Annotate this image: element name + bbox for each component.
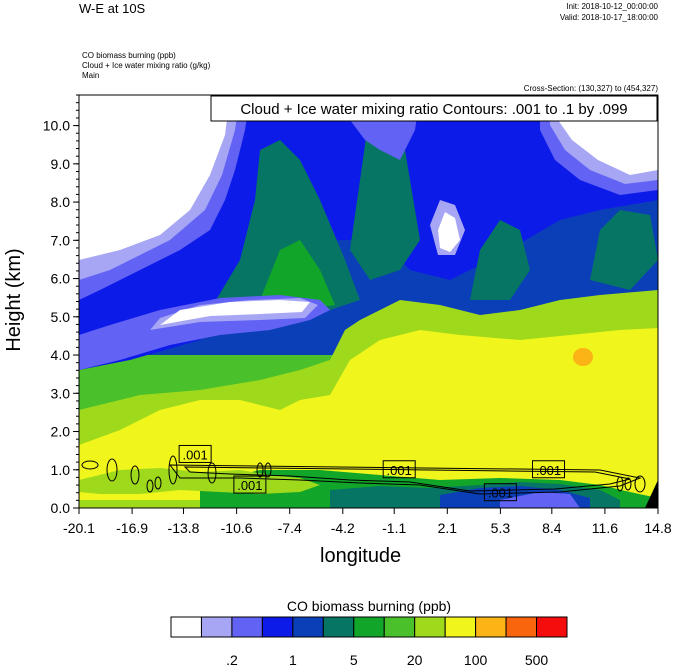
x-tick-label: -7.4 bbox=[278, 520, 302, 536]
colorbar-swatch bbox=[383, 616, 416, 638]
contour-label: .001 bbox=[182, 447, 207, 462]
colorbar-swatch bbox=[292, 616, 324, 638]
y-tick-label: 3.0 bbox=[51, 385, 71, 401]
plot-title: W-E at 10S bbox=[79, 1, 146, 16]
y-axis-label: Height (km) bbox=[3, 248, 25, 351]
contour-info-box bbox=[210, 95, 658, 122]
colorbar-swatch bbox=[444, 616, 477, 638]
filled-contours bbox=[79, 95, 658, 508]
x-tick-label: -13.8 bbox=[168, 520, 200, 536]
colorbar-tick-label: 100 bbox=[464, 652, 488, 667]
contour-label-box bbox=[382, 460, 416, 479]
x-tick-label: 5.3 bbox=[491, 520, 511, 536]
y-tick-label: 5.0 bbox=[51, 309, 71, 325]
cross-section-label: Cross-Section: (130,327) to (454,327) bbox=[523, 84, 658, 93]
y-tick-label: 2.0 bbox=[51, 424, 71, 440]
x-tick-label: -10.6 bbox=[221, 520, 253, 536]
field-label-co: CO biomass burning (ppb) bbox=[82, 51, 176, 60]
cloud-contour-lines bbox=[81, 455, 646, 495]
contour-label: .001 bbox=[536, 463, 561, 478]
contour-label-box bbox=[233, 475, 267, 494]
x-tick-label: -4.2 bbox=[331, 520, 355, 536]
colorbar-tick-label: .2 bbox=[226, 652, 238, 667]
colorbar-swatch bbox=[170, 616, 202, 638]
x-tick-label: 14.8 bbox=[644, 520, 671, 536]
x-tick-label: -20.1 bbox=[63, 520, 95, 536]
colorbar-tick-label: 5 bbox=[350, 652, 358, 667]
contour-info-text: Cloud + Ice water mixing ratio Contours:… bbox=[240, 101, 627, 118]
contour-label-box bbox=[178, 444, 212, 463]
x-tick-label: 8.4 bbox=[542, 520, 562, 536]
y-tick-label: 4.0 bbox=[51, 347, 71, 363]
contour-label-group: .001 .001 .001 .001 .001 bbox=[178, 444, 566, 502]
y-tick-label: 6.0 bbox=[51, 271, 71, 287]
valid-time: Valid: 2018-10-17_18:00:00 bbox=[559, 13, 658, 22]
x-axis: -20.1 -16.9 -13.8 -10.6 -7.4 -4.2 -1.1 2.1 5.3 8.… bbox=[63, 508, 672, 536]
colorbar-swatch bbox=[505, 616, 538, 638]
y-tick-label: 8.0 bbox=[51, 194, 71, 210]
contour-label-box bbox=[532, 460, 566, 479]
contour-label: .001 bbox=[237, 478, 262, 493]
colorbar-swatch bbox=[261, 616, 294, 638]
contour-label-box bbox=[483, 483, 517, 502]
colorbar-tick-label: 20 bbox=[407, 652, 423, 667]
colorbar-label: CO biomass burning (ppb) bbox=[287, 598, 451, 614]
x-tick-label: 11.6 bbox=[592, 520, 618, 536]
x-axis-label: longitude bbox=[320, 545, 401, 567]
colorbar-tick-label: 500 bbox=[525, 652, 549, 667]
colorbar-swatch bbox=[414, 616, 446, 638]
x-tick-label: -1.1 bbox=[382, 520, 406, 536]
colorbar: .2 1 5 20 100 500 bbox=[170, 616, 568, 667]
y-axis: 0.0 1.0 2.0 3.0 4.0 5.0 6.0 7.0 8.0 9.0 10.0 bbox=[43, 94, 79, 516]
x-tick-label: 2.1 bbox=[438, 520, 458, 536]
y-tick-label: 7.0 bbox=[51, 232, 71, 248]
contour-label: .001 bbox=[387, 463, 412, 478]
field-label-main: Main bbox=[82, 71, 100, 80]
x-tick-label: -16.9 bbox=[116, 520, 148, 536]
field-label-cloud: Cloud + Ice water mixing ratio (g/kg) bbox=[82, 61, 211, 70]
y-tick-label: 9.0 bbox=[51, 156, 71, 172]
y-tick-label: 10.0 bbox=[43, 118, 70, 134]
colorbar-swatch bbox=[322, 616, 355, 638]
init-time: Init: 2018-10-12_00:00:00 bbox=[566, 2, 658, 11]
colorbar-swatch bbox=[536, 616, 568, 638]
colorbar-tick-label: 1 bbox=[289, 652, 297, 667]
colorbar-swatch bbox=[353, 616, 385, 638]
colorbar-swatch bbox=[475, 616, 507, 638]
y-tick-label: 1.0 bbox=[51, 462, 71, 478]
y-tick-label: 0.0 bbox=[51, 500, 71, 516]
colorbar-swatch bbox=[200, 616, 233, 638]
colorbar-swatch bbox=[231, 616, 263, 638]
contour-label: .001 bbox=[488, 486, 513, 501]
